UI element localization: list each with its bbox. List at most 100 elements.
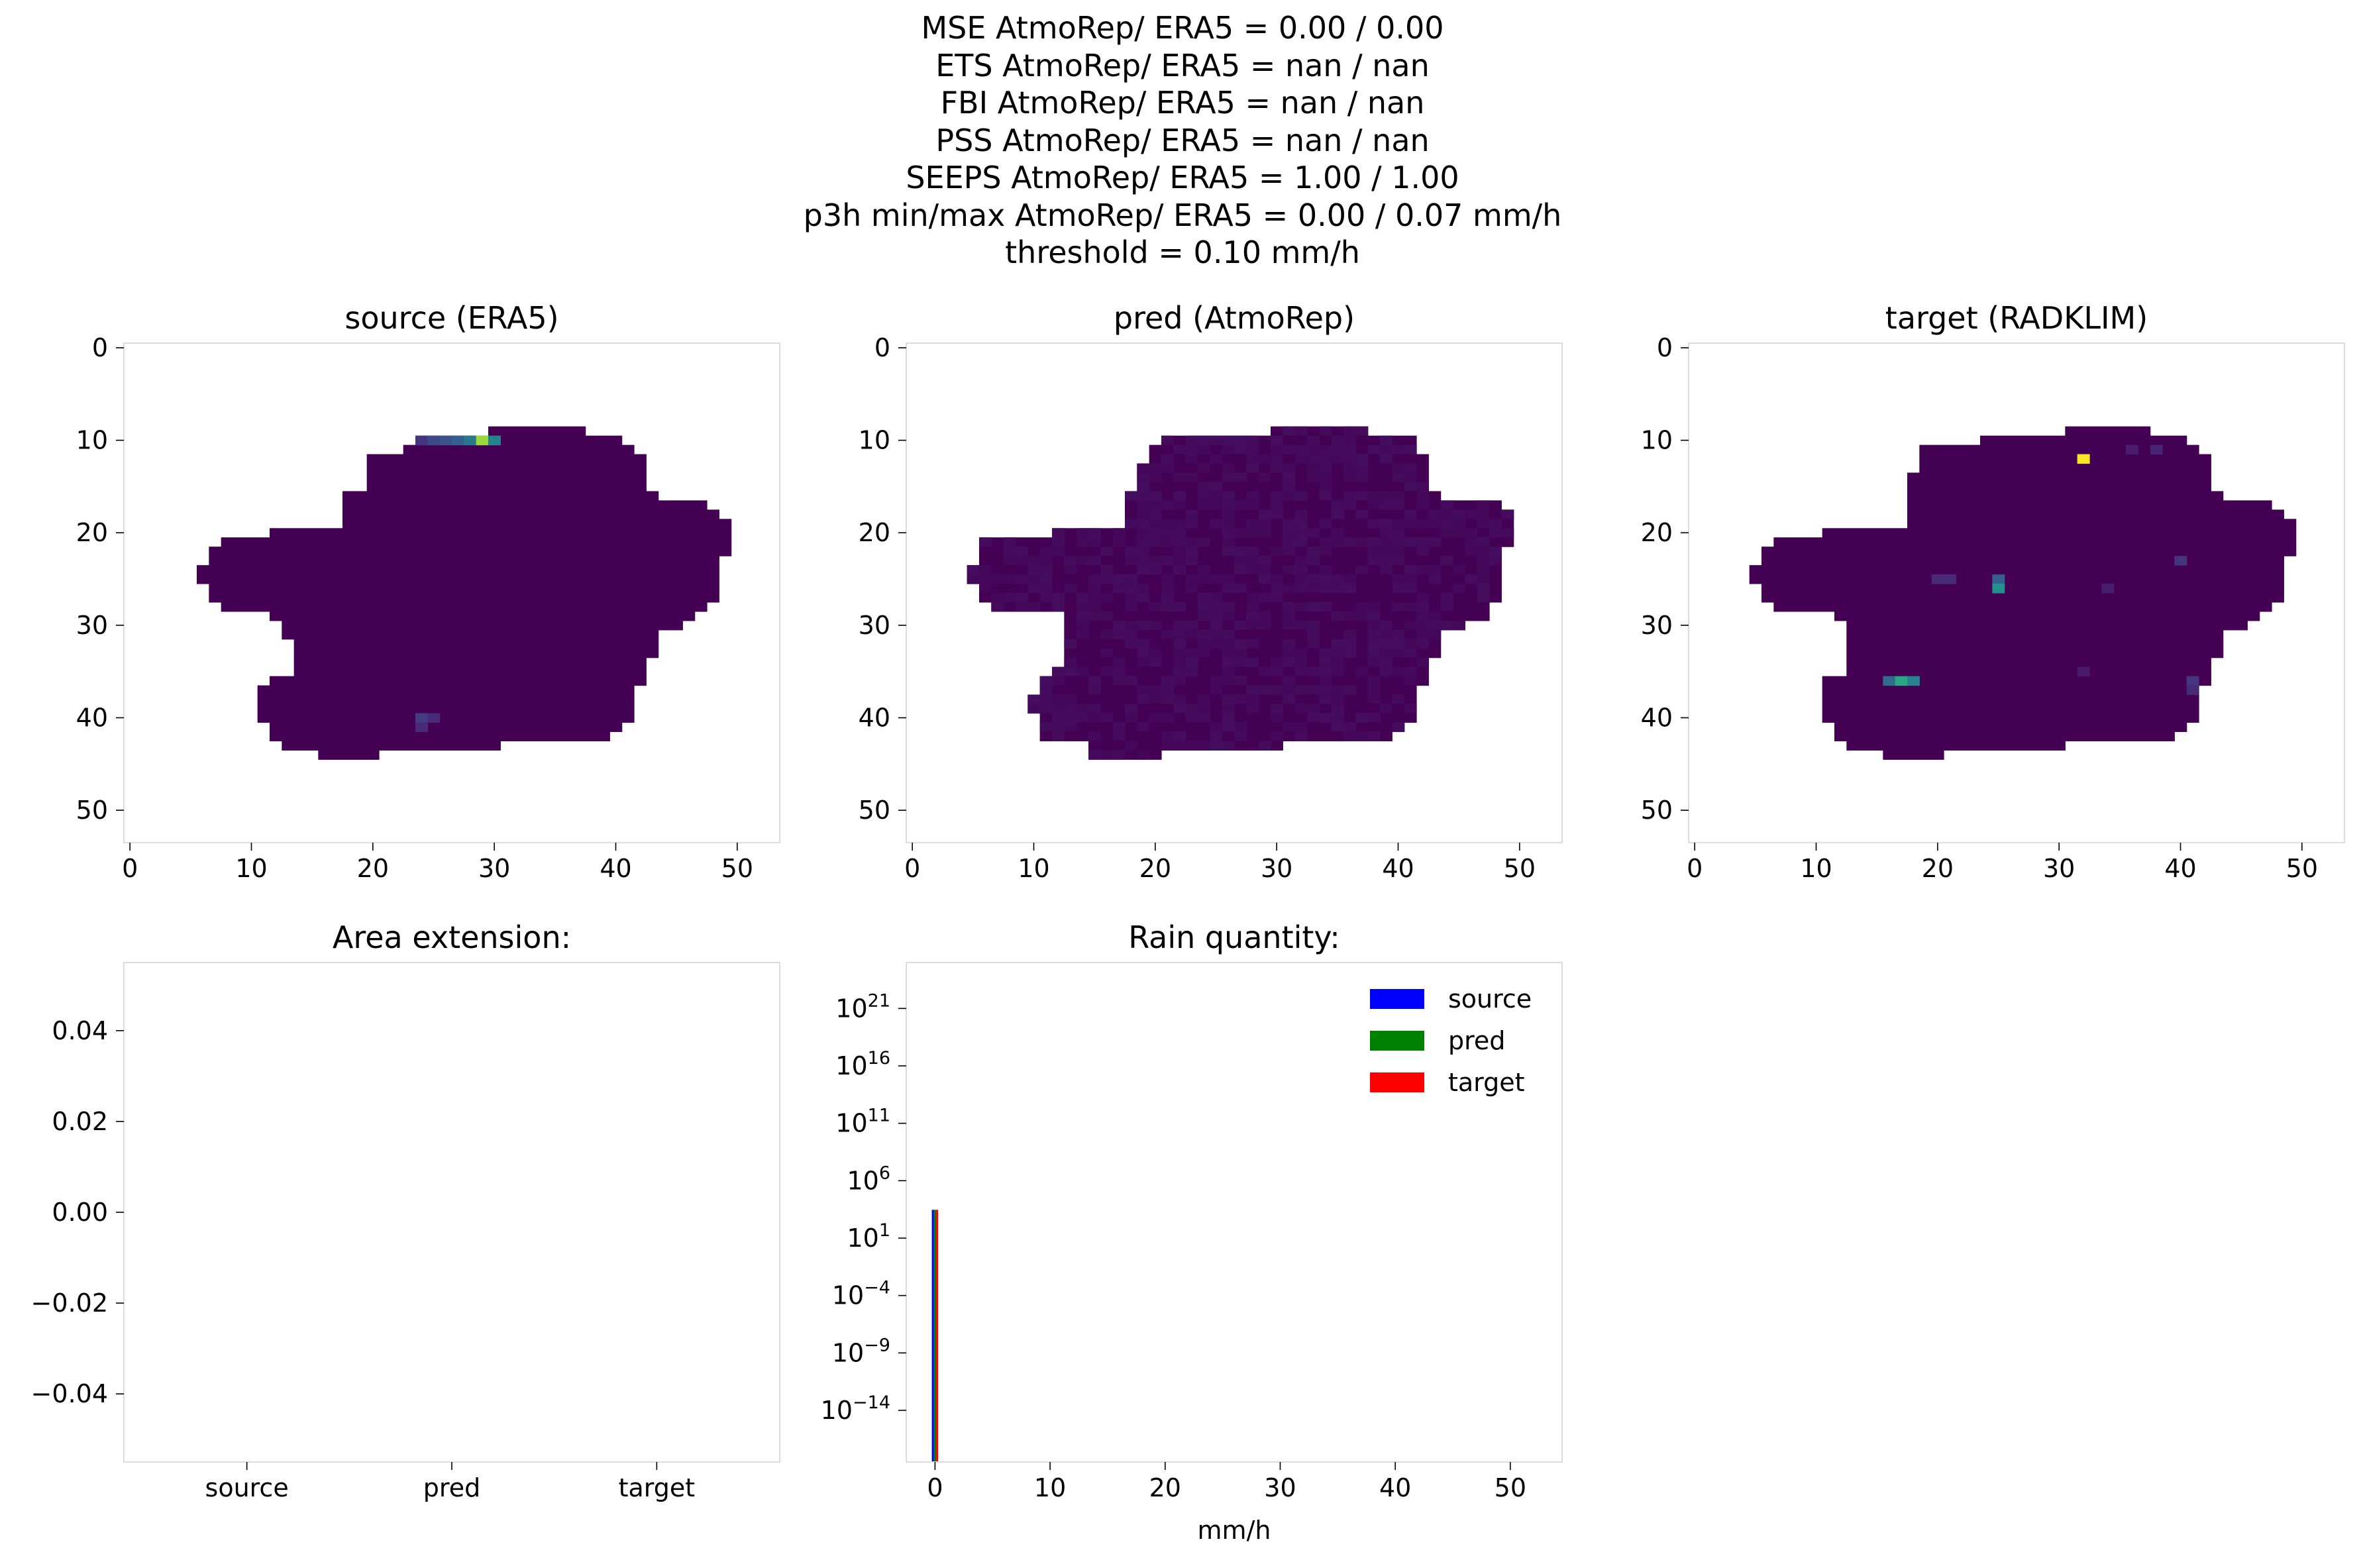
heatmap-cell xyxy=(1027,584,1041,594)
heatmap-cell xyxy=(1161,528,1174,538)
heatmap-cell xyxy=(1173,556,1186,566)
heatmap-cell xyxy=(1307,601,1320,612)
heatmap-cell xyxy=(1185,713,1198,723)
heatmap-cell xyxy=(1294,574,1308,584)
heatmap-row xyxy=(1846,629,2224,640)
suptitle-line: FBI AtmoRep/ ERA5 = nan / nan xyxy=(940,85,1425,121)
heatmap-cell xyxy=(1222,629,1235,640)
heatmap-cell xyxy=(1416,611,1429,621)
heatmap-cell xyxy=(1319,676,1332,686)
legend-label: target xyxy=(1448,1068,1525,1097)
heatmap-cell xyxy=(1016,574,1028,584)
heatmap-cell xyxy=(1234,556,1247,566)
heatmap-cell xyxy=(1294,657,1308,668)
heatmap-cell xyxy=(1052,704,1065,714)
y-tick-label: 50 xyxy=(76,796,108,825)
rain-frame xyxy=(906,962,1563,1463)
heatmap-cell xyxy=(1161,676,1174,686)
heatmap-cell xyxy=(1222,519,1235,529)
heatmap-cell xyxy=(1137,537,1150,547)
heatmap-cell xyxy=(1234,694,1247,705)
heatmap-cell xyxy=(1283,482,1296,492)
heatmap-cell xyxy=(1137,463,1150,474)
heatmap-cell xyxy=(1258,574,1271,584)
heatmap-cell xyxy=(1210,676,1223,686)
heatmap-cell xyxy=(1173,620,1186,631)
heatmap-cell xyxy=(1100,565,1114,575)
y-tick-label: 40 xyxy=(859,704,890,733)
heatmap-cell xyxy=(1294,704,1308,714)
heatmap-cell xyxy=(1271,713,1283,723)
heatmap-row xyxy=(209,556,719,566)
heatmap-cell xyxy=(1076,620,1089,631)
heatmap-cell xyxy=(1343,500,1356,510)
y-tick-label: −0.04 xyxy=(31,1379,108,1408)
heatmap-cell xyxy=(1271,500,1283,510)
heatmap-cell xyxy=(1100,611,1114,621)
heatmap-cell xyxy=(1343,463,1356,474)
heatmap-cell xyxy=(1027,565,1041,575)
y-tick-label: 10−4 xyxy=(832,1278,890,1310)
heatmap-cell xyxy=(1246,601,1259,612)
heatmap-cell xyxy=(1380,519,1393,529)
heatmap-cell xyxy=(1246,639,1259,649)
heatmap-cell xyxy=(1489,519,1502,529)
heatmap-cell xyxy=(1453,528,1465,538)
heatmap-cell xyxy=(1137,491,1150,501)
heatmap-cell xyxy=(1222,694,1235,705)
heatmap-cell xyxy=(1283,472,1296,483)
heatmap-cell xyxy=(1039,584,1053,594)
heatmap-cell xyxy=(1125,574,1137,584)
heatmap-cell xyxy=(1283,547,1296,556)
rain-bar xyxy=(931,1210,934,1462)
heatmap-cell xyxy=(1477,574,1490,584)
heatmap-cell xyxy=(1185,666,1198,677)
heatmap-row xyxy=(293,666,647,677)
heatmap-cell xyxy=(1294,601,1308,612)
heatmap-row xyxy=(318,750,380,760)
heatmap-cell xyxy=(1246,454,1259,464)
y-tick-label: −0.02 xyxy=(31,1288,108,1318)
heatmap-cell xyxy=(1331,657,1344,668)
heatmap-cell xyxy=(1246,556,1259,566)
heatmap-row xyxy=(257,685,635,696)
heatmap-row xyxy=(2065,426,2151,437)
heatmap-cell xyxy=(1367,685,1381,696)
heatmap-cell xyxy=(1088,601,1101,612)
heatmap-cell xyxy=(1428,629,1442,640)
heatmap-cell xyxy=(1367,713,1381,723)
heatmap-cell xyxy=(1246,528,1259,538)
heatmap-cell xyxy=(1380,547,1393,556)
heatmap-cell xyxy=(1343,584,1356,594)
x-tick-label: 0 xyxy=(904,854,920,883)
heatmap-cell xyxy=(1173,491,1186,501)
heatmap-cell xyxy=(1088,611,1101,621)
heatmap-cell xyxy=(1343,629,1356,640)
heatmap-cell xyxy=(1149,509,1162,519)
heatmap-row xyxy=(257,704,635,714)
heatmap-cell xyxy=(1125,704,1137,714)
heatmap-cell xyxy=(1100,629,1114,640)
heatmap-cell xyxy=(1210,639,1223,649)
heatmap-cell xyxy=(1392,601,1405,612)
heatmap-cell xyxy=(1173,741,1186,751)
heatmap-cell xyxy=(1319,444,1332,455)
heatmap-cell xyxy=(2174,556,2187,566)
heatmap-row xyxy=(1919,463,2211,474)
heatmap-cell xyxy=(1416,593,1429,603)
x-tick-label: 20 xyxy=(1922,854,1954,883)
heatmap-cell xyxy=(1307,685,1320,696)
heatmap-cell xyxy=(1258,472,1271,483)
heatmap-row xyxy=(221,537,732,547)
heatmap-cell xyxy=(1258,620,1271,631)
heatmap-cell xyxy=(1052,593,1065,603)
x-tick-label: target xyxy=(619,1473,696,1502)
heatmap-row xyxy=(403,444,635,455)
heatmap-cell xyxy=(1367,648,1381,658)
heatmap-cell xyxy=(1076,537,1089,547)
heatmap-cell xyxy=(1283,426,1296,437)
heatmap-cell xyxy=(1319,454,1332,464)
heatmap-cell xyxy=(1125,620,1137,631)
heatmap-cell xyxy=(1112,620,1126,631)
